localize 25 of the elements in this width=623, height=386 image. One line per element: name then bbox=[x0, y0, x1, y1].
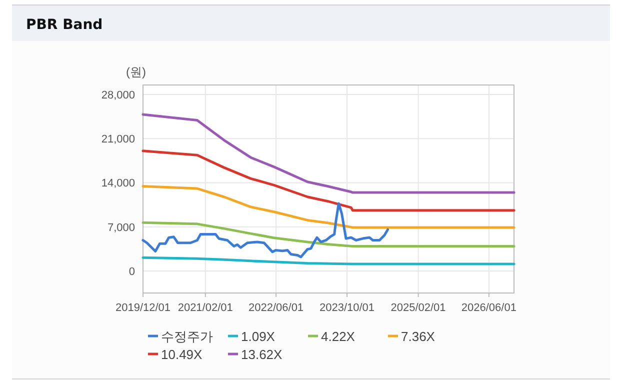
legend-label: 10.49X bbox=[161, 347, 203, 362]
x-tick-label: 2019/12/01 bbox=[115, 302, 171, 314]
legend-label: 4.22X bbox=[321, 329, 356, 344]
y-tick-label: 0 bbox=[128, 266, 135, 278]
line-series bbox=[142, 113, 516, 194]
y-axis-title: (원) bbox=[126, 65, 146, 79]
line-series bbox=[142, 150, 516, 212]
legend-label: 7.36X bbox=[401, 329, 436, 344]
x-tick-label: 2022/06/01 bbox=[248, 302, 304, 314]
y-tick-label: 21,000 bbox=[101, 134, 135, 146]
x-tick-label: 2026/06/01 bbox=[461, 302, 516, 314]
line-series bbox=[142, 202, 390, 258]
legend-label: 1.09X bbox=[241, 329, 276, 344]
y-tick-label: 7,000 bbox=[107, 222, 135, 234]
x-tick-label: 2025/02/01 bbox=[390, 302, 446, 314]
y-tick-label: 14,000 bbox=[101, 178, 135, 190]
legend-label: 수정주가 bbox=[161, 329, 213, 344]
x-tick-label: 2023/10/01 bbox=[319, 302, 375, 314]
line-series bbox=[142, 184, 516, 229]
x-tick-label: 2021/02/01 bbox=[178, 302, 233, 314]
y-tick-label: 28,000 bbox=[101, 89, 135, 102]
line-series bbox=[142, 256, 516, 266]
chart-title: PBR Band bbox=[26, 17, 103, 33]
legend-label: 13.62X bbox=[241, 347, 283, 362]
line-series bbox=[142, 221, 516, 248]
